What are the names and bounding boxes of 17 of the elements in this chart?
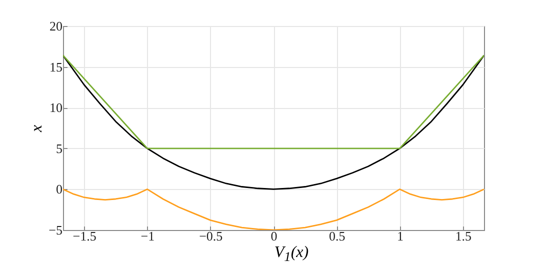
y-tick-label: 5	[56, 140, 62, 156]
y-tick-label: −5	[48, 222, 62, 238]
y-tick-label: 15	[50, 59, 62, 74]
y-axis-title: x	[28, 124, 46, 134]
y-tick-label: 10	[50, 100, 62, 116]
x-axis-title: V$_{1}$(x)	[273, 244, 310, 266]
y-tick-label: 0	[56, 182, 62, 197]
x-tick-label: −1	[140, 228, 155, 244]
x-tick-label: 1	[397, 228, 404, 244]
line-series	[63, 54, 484, 190]
x-tick-label: 0.5	[329, 228, 346, 244]
x-tick-label: −0.5	[199, 228, 223, 244]
line-series	[63, 188, 484, 230]
y-tick-label: 20	[50, 18, 62, 34]
x-tick-label: 0	[270, 228, 278, 244]
x-tick-label: −1.5	[72, 228, 96, 244]
x-tick-label: 1.5	[455, 228, 472, 244]
